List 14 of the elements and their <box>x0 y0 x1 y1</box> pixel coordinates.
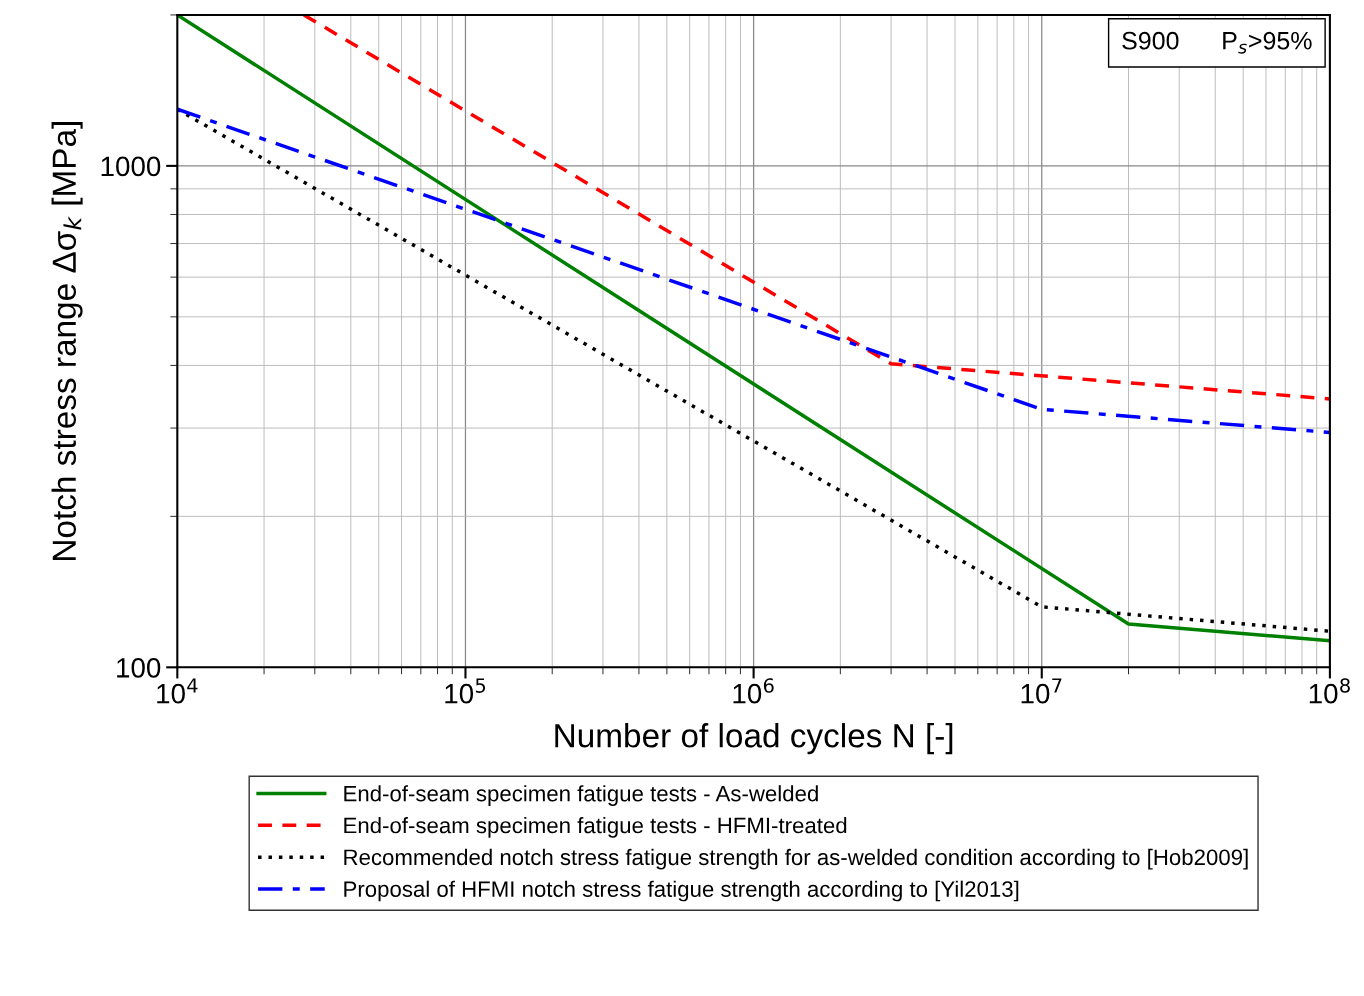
x-tick-label: 10$^{4}$ <box>157 678 198 704</box>
legend-label: Proposal of HFMI notch stress fatigue strength according to [Yil2013] <box>344 880 1019 902</box>
y-tick-label: 100 <box>117 657 161 678</box>
x-tick-label: 10$^{7}$ <box>1021 678 1062 704</box>
legend-label: Recommended notch stress fatigue strength for as-welded condition according to [Hob2009] <box>344 848 1248 870</box>
annotation: S900 P$_{s}$>95% <box>1122 31 1312 54</box>
x-axis-title: Number of load cycles N [-] <box>555 723 953 755</box>
y-axis-title: Notch stress range Δσ$_{k}$ [MPa] <box>51 122 83 560</box>
legend-label: End-of-seam specimen fatigue tests - HFMI-treated <box>344 817 847 838</box>
x-tick-label: 10$^{5}$ <box>445 678 486 704</box>
y-tick-label: 1000 <box>101 156 161 177</box>
legend-label: End-of-seam specimen fatigue tests - As-welded <box>344 785 818 806</box>
x-tick-label: 10$^{6}$ <box>733 678 774 704</box>
x-tick-label: 10$^{8}$ <box>1309 678 1350 704</box>
